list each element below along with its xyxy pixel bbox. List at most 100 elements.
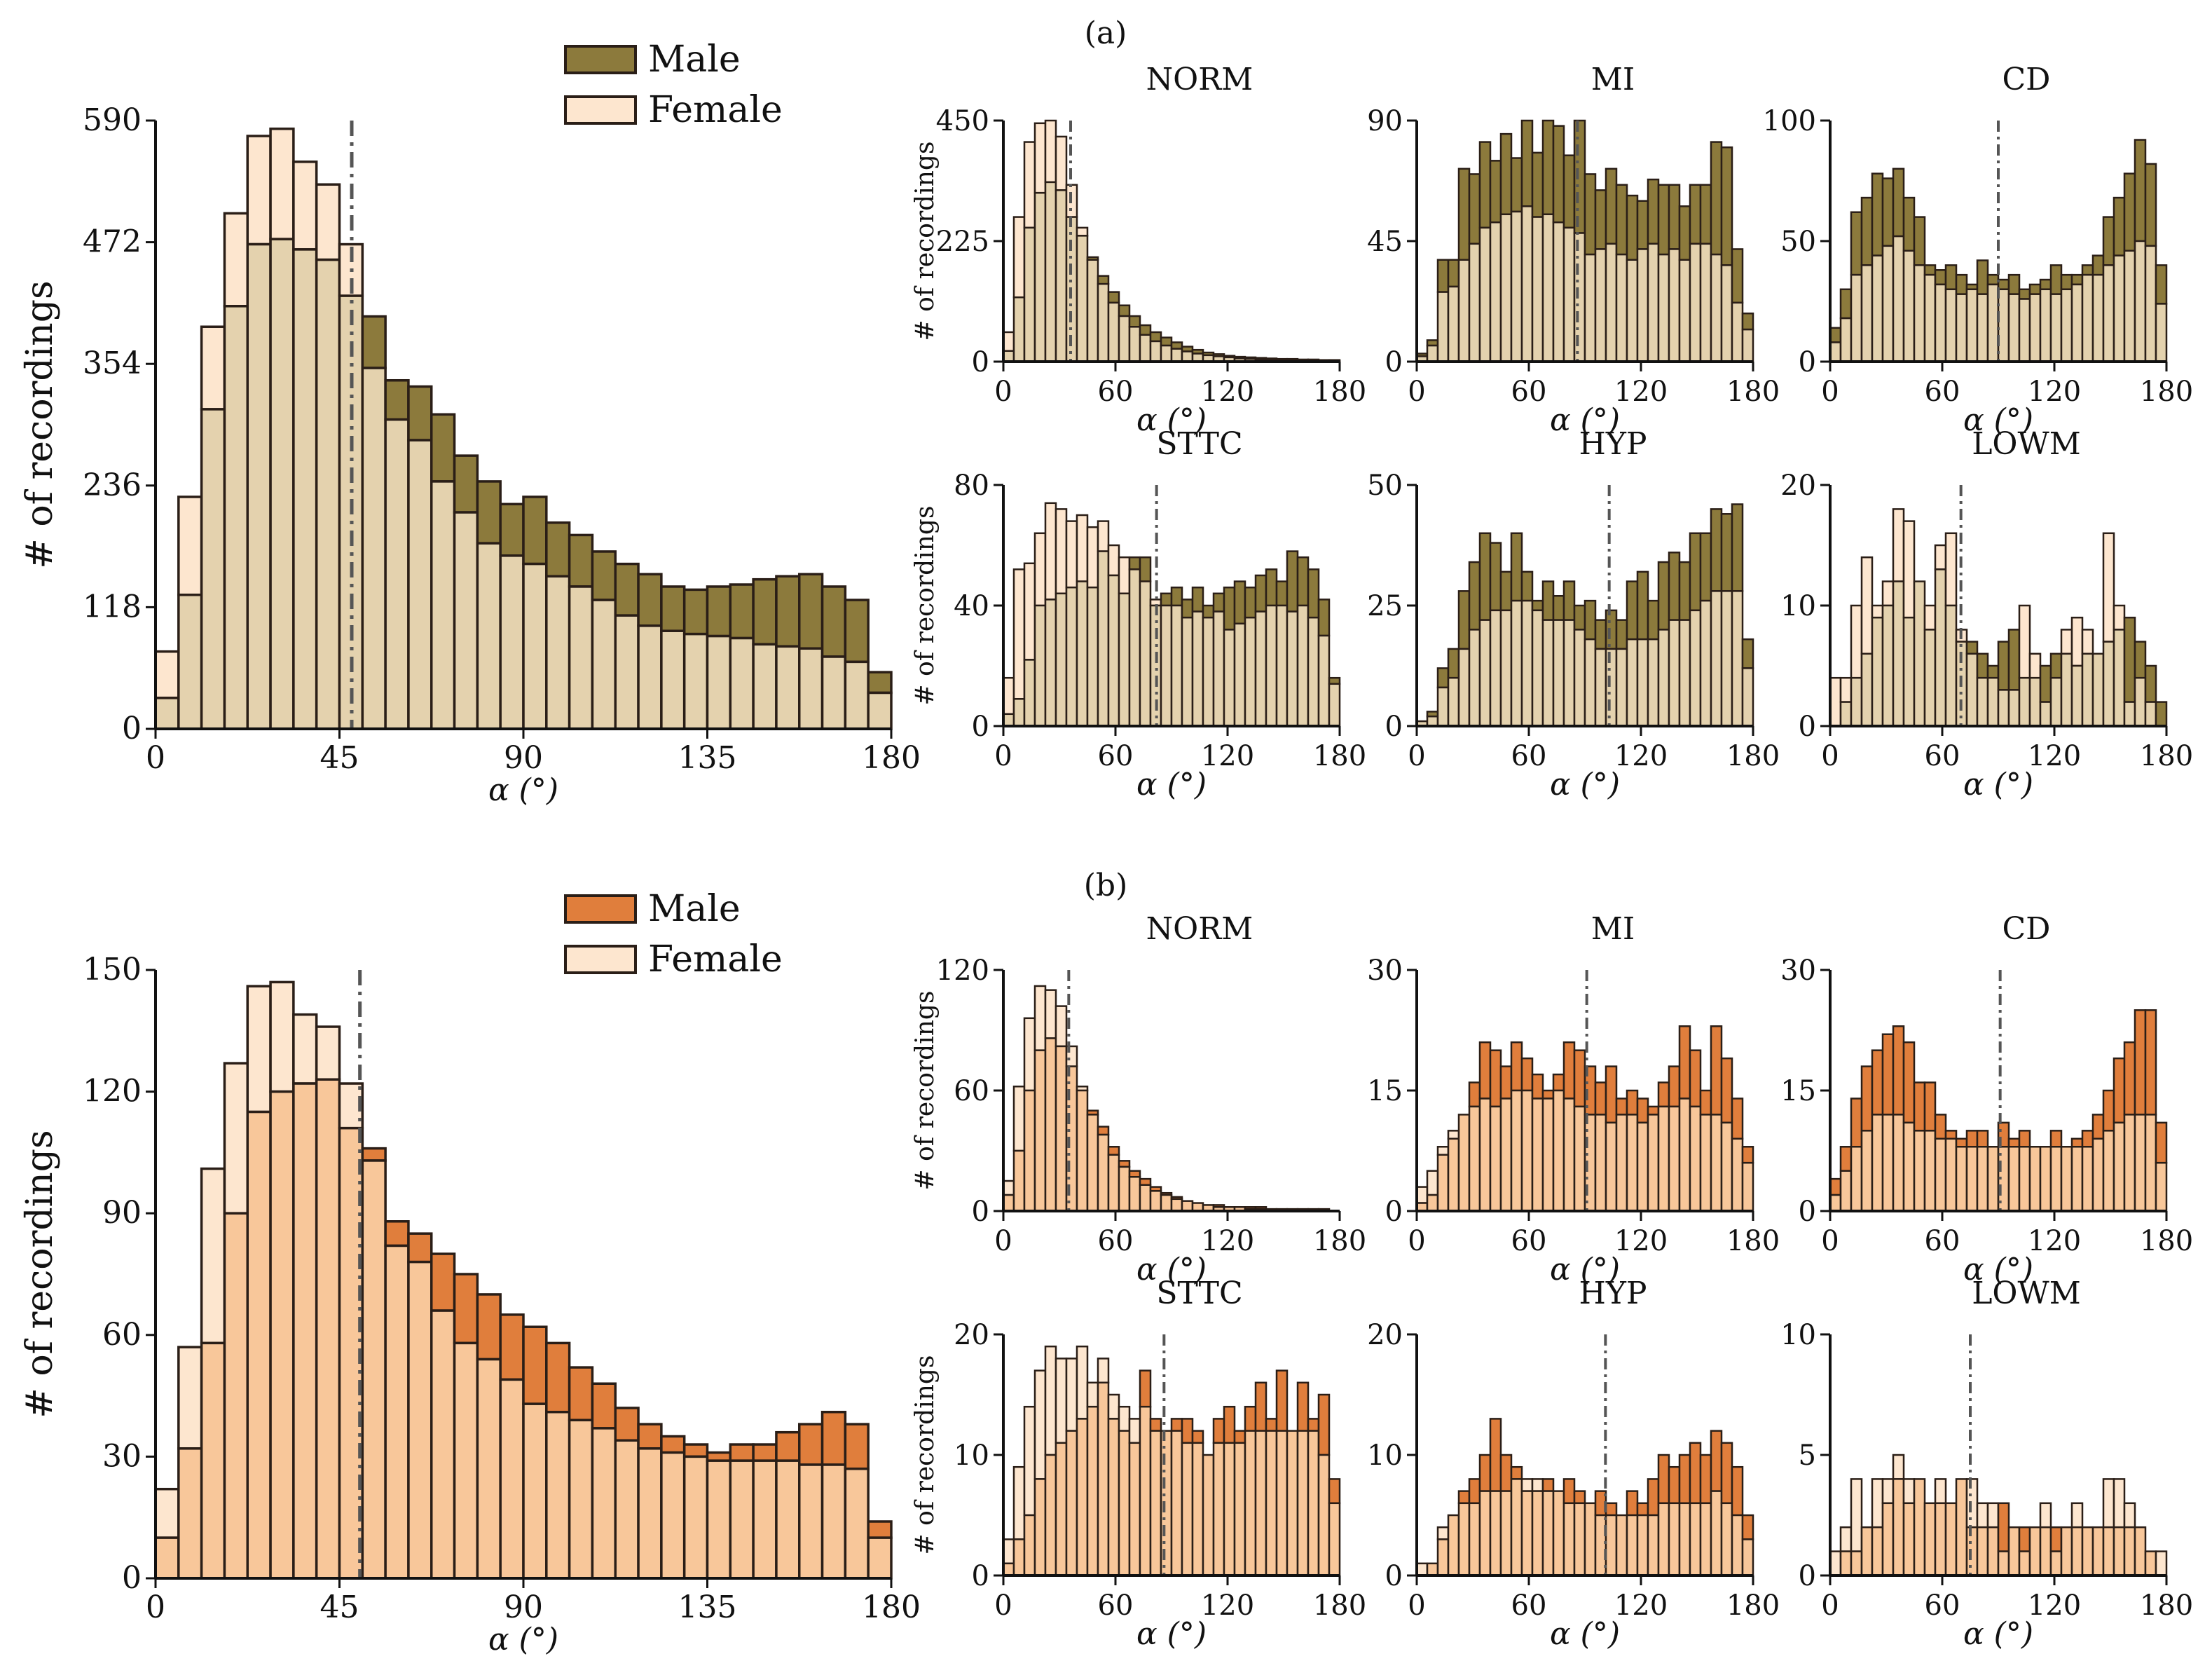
female-bar-top xyxy=(2155,1550,2168,1577)
male-bar-top xyxy=(1689,1049,1702,1108)
bars xyxy=(1002,985,1331,1212)
male-bar-top xyxy=(1097,1126,1110,1136)
male-bar-top xyxy=(1626,194,1639,261)
y-tick-label: 10 xyxy=(954,1440,989,1472)
overlap-bar xyxy=(1965,652,1979,727)
y-tick-label: 60 xyxy=(954,1075,989,1107)
male-bar-top xyxy=(1997,641,2010,691)
male-bar-top xyxy=(1850,211,1863,276)
male-bar-top xyxy=(2123,616,2136,703)
overlap-bar xyxy=(614,1439,640,1580)
bars xyxy=(1415,503,1754,727)
overlap-bar xyxy=(2144,701,2157,727)
overlap-bar xyxy=(2070,283,2084,363)
overlap-bar xyxy=(2091,273,2105,363)
male-bar-top xyxy=(1118,1160,1131,1168)
overlap-bar xyxy=(1202,616,1215,727)
overlap-bar xyxy=(1913,580,1926,727)
chart-a-lowm: 0 10 20 0 60 120 180 α (°) LOWM xyxy=(1780,426,2193,802)
male-bar-top xyxy=(844,599,870,664)
overlap-bar xyxy=(1510,1478,1523,1577)
overlap-bar xyxy=(1720,264,1733,363)
male-bar-top xyxy=(1965,1130,1979,1148)
female-bar-top xyxy=(315,183,341,261)
female-bar-top xyxy=(1860,556,1874,655)
overlap-bar xyxy=(1552,1089,1565,1212)
male-bar-top xyxy=(1328,676,1341,685)
x-axis-label: α (°) xyxy=(1963,1616,2033,1652)
overlap-bar xyxy=(1850,273,1863,363)
overlap-bar xyxy=(844,1468,870,1580)
overlap-bar xyxy=(1657,1105,1670,1212)
y-tick-label: 0 xyxy=(1385,1560,1403,1592)
male-bar-top xyxy=(1317,1393,1331,1456)
overlap-bar xyxy=(2134,1114,2147,1212)
overlap-bar xyxy=(1892,580,1905,727)
male-bar-top xyxy=(1741,1514,1754,1540)
male-bar-top xyxy=(1881,1033,1895,1116)
male-bar-top xyxy=(1668,1465,1681,1505)
overlap-bar xyxy=(1223,1442,1236,1577)
x-tick-label: 180 xyxy=(862,740,921,776)
x-tick-label: 120 xyxy=(1614,1589,1668,1622)
overlap-bar xyxy=(1139,580,1152,727)
overlap-bar xyxy=(2081,652,2094,727)
female-bar-top xyxy=(1033,1369,1047,1480)
overlap-bar xyxy=(1328,683,1341,727)
female-bar-top xyxy=(2102,532,2115,643)
male-bar-top xyxy=(1552,1073,1565,1092)
overlap-bar xyxy=(1871,1526,1884,1577)
male-bar-top xyxy=(1307,1418,1320,1432)
male-bar-top xyxy=(1860,1065,1874,1132)
x-tick-label: 60 xyxy=(1098,1225,1134,1257)
y-axis-label: # of recordings xyxy=(19,280,61,568)
overlap-bar xyxy=(384,418,410,730)
overlap-bar xyxy=(1647,242,1660,363)
y-tick-label: 590 xyxy=(83,102,142,138)
overlap-bar xyxy=(1097,282,1110,363)
overlap-bar xyxy=(1065,1430,1078,1577)
overlap-bar xyxy=(1594,648,1607,727)
overlap-bar xyxy=(1531,609,1544,727)
overlap-bar xyxy=(1531,1098,1544,1212)
overlap-bar xyxy=(1657,253,1670,363)
y-tick-label: 120 xyxy=(936,955,989,987)
male-bar-top xyxy=(2102,1089,2115,1132)
overlap-bar xyxy=(1562,1502,1576,1577)
overlap-bar xyxy=(1850,1146,1863,1212)
x-axis-label: α (°) xyxy=(1550,1616,1620,1652)
overlap-bar xyxy=(2070,1146,2084,1212)
overlap-bar xyxy=(1286,1430,1299,1577)
male-bar-top xyxy=(1902,196,1916,252)
female-bar-top xyxy=(1002,1538,1015,1565)
overlap-bar xyxy=(1023,659,1036,727)
male-bar-top xyxy=(1552,125,1565,224)
male-bar-top xyxy=(2049,652,2063,679)
overlap-bar xyxy=(1871,1114,1884,1212)
male-bar-top xyxy=(1626,1490,1639,1517)
y-tick-label: 0 xyxy=(972,1196,989,1228)
overlap-bar xyxy=(1055,1442,1068,1577)
overlap-bar xyxy=(1976,1146,1989,1212)
female-bar-top xyxy=(154,650,180,699)
male-bar-top xyxy=(2007,629,2021,691)
x-tick-label: 60 xyxy=(1098,740,1134,772)
overlap-bar xyxy=(1573,232,1586,363)
x-tick-label: 180 xyxy=(2140,1589,2193,1622)
male-bar-top xyxy=(1307,568,1320,619)
male-bar-top xyxy=(407,385,433,442)
overlap-bar xyxy=(1923,1502,1937,1577)
male-bar-top xyxy=(2091,1114,2105,1140)
male-bar-top xyxy=(1626,1089,1639,1116)
overlap-bar xyxy=(2134,676,2147,727)
overlap-bar xyxy=(1510,210,1523,363)
overlap-bar xyxy=(1107,1418,1120,1577)
panel-title: CD xyxy=(2003,911,2051,947)
female-bar-top xyxy=(177,1346,203,1450)
y-tick-label: 0 xyxy=(972,711,989,743)
overlap-bar xyxy=(1860,264,1874,363)
y-tick-label: 10 xyxy=(1780,1319,1816,1351)
male-bar-top xyxy=(1731,1098,1744,1140)
overlap-bar xyxy=(1668,248,1681,363)
bars xyxy=(1829,508,2168,727)
